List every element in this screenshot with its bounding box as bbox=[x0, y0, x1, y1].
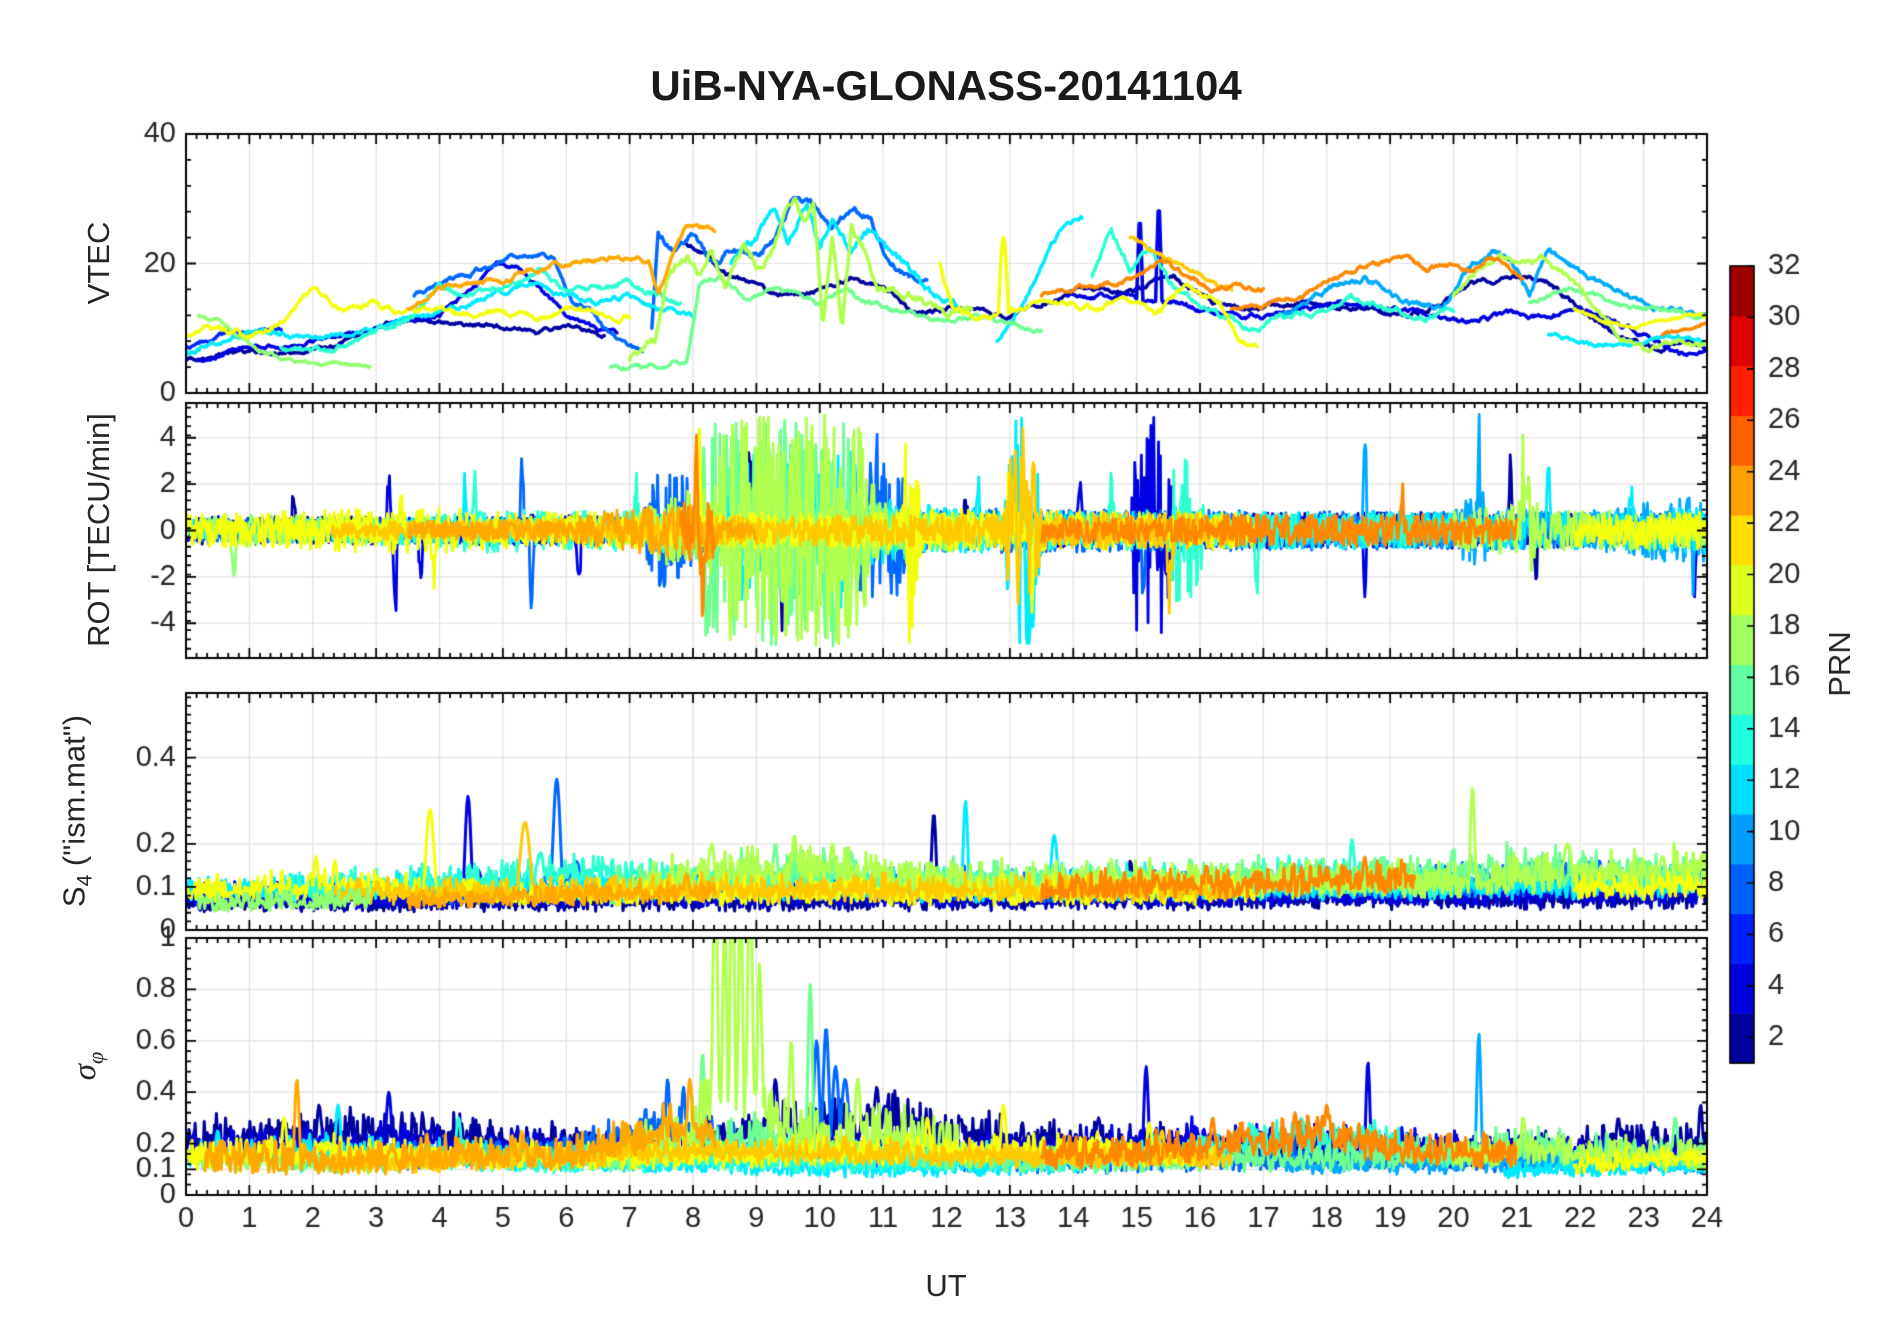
ylabel-rot: ROT [TECU/min] bbox=[81, 413, 116, 647]
ylabel-s4: S4 ("ism.mat") bbox=[56, 715, 97, 907]
colorbar-label: PRN bbox=[1822, 631, 1857, 697]
ylabel-sigma-main: σ bbox=[67, 1064, 104, 1081]
ylabel-sigma-sub: φ bbox=[82, 1051, 108, 1065]
ylabel-vtec: VTEC bbox=[81, 221, 116, 305]
ylabel-s4-main: S bbox=[56, 886, 92, 908]
ylabel-s4-sub: 4 bbox=[73, 874, 97, 887]
xlabel-ut: UT bbox=[925, 1268, 967, 1303]
ylabel-s4-rest: ("ism.mat") bbox=[56, 714, 92, 875]
ylabel-sigma-phi: σφ bbox=[67, 1052, 109, 1081]
page-title: UiB-NYA-GLONASS-20141104 bbox=[650, 62, 1242, 109]
